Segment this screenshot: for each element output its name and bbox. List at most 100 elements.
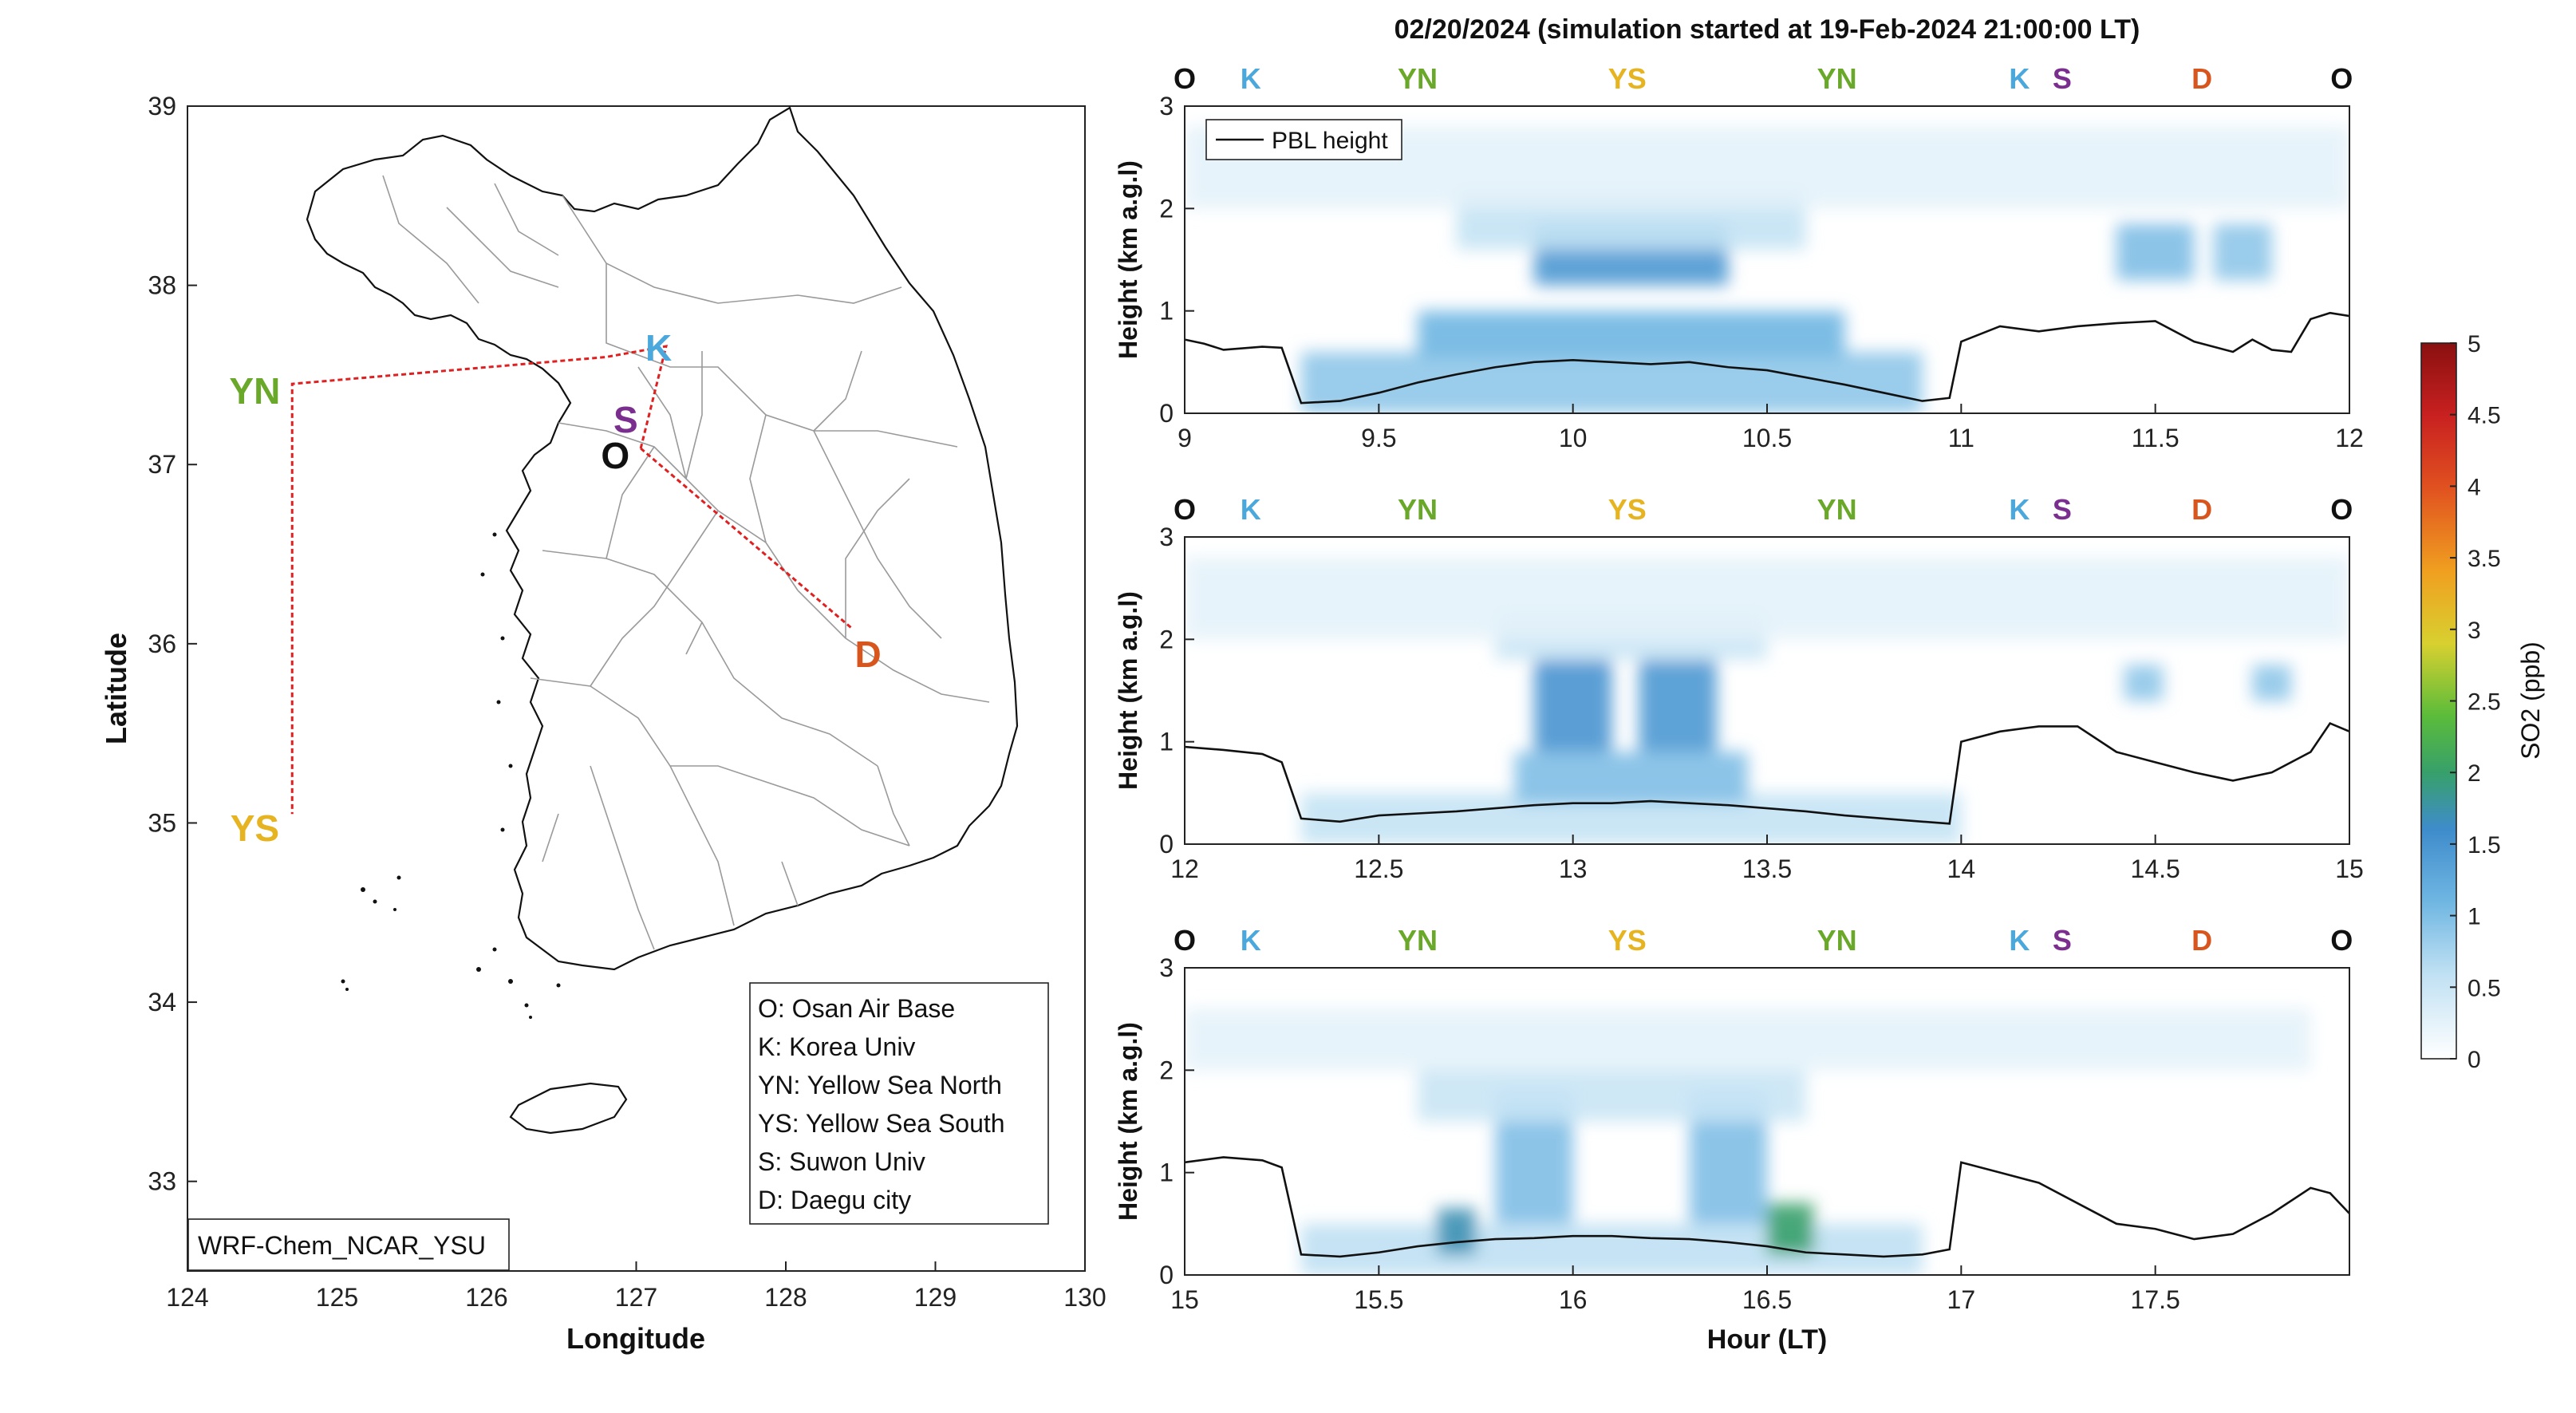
curtain-site-k: K bbox=[2009, 493, 2030, 526]
curtain-site-o: O bbox=[1174, 493, 1196, 526]
so2-region bbox=[2213, 223, 2272, 281]
so2-region bbox=[1185, 557, 2349, 640]
curtain-xtick-label: 10 bbox=[1559, 424, 1588, 452]
curtain-ytick-label: 0 bbox=[1159, 830, 1174, 858]
curtain-xtick-label: 11.5 bbox=[2132, 424, 2180, 452]
curtain-site-o: O bbox=[2330, 493, 2353, 526]
curtain-ytick-label: 0 bbox=[1159, 1261, 1174, 1289]
colorbar-tick-label: 3 bbox=[2468, 618, 2481, 644]
curtain-site-d: D bbox=[2191, 924, 2212, 957]
colorbar-tick-label: 2 bbox=[2468, 760, 2481, 787]
curtain-ytick-label: 0 bbox=[1159, 399, 1174, 428]
map-ticks: 124 125 126 127 128 129 130 33 34 35 36 37 38 39 bbox=[148, 92, 1106, 1312]
curtain-ytick-label: 1 bbox=[1159, 1158, 1174, 1187]
curtain-xtick-label: 12.5 bbox=[1354, 855, 1403, 883]
so2-region bbox=[1639, 660, 1717, 752]
figure-title: 02/20/2024 (simulation started at 19-Feb… bbox=[1395, 14, 2140, 45]
map-ytick-label: 33 bbox=[148, 1167, 176, 1196]
curtain-site-k: K bbox=[2009, 924, 2030, 957]
curtain-site-k: K bbox=[1241, 62, 1261, 95]
so2-region bbox=[1767, 1203, 1814, 1255]
curtain-xtick-label: 14.5 bbox=[2131, 855, 2180, 883]
sites-legend: O: Osan Air Base K: Korea Univ YN: Yello… bbox=[749, 982, 1049, 1225]
legend-entry-ys: YS: Yellow Sea South bbox=[758, 1109, 1005, 1138]
map-ytick-label: 38 bbox=[148, 271, 176, 300]
curtain-ytick-label: 2 bbox=[1159, 625, 1174, 653]
map-site-yn: YN bbox=[229, 370, 280, 412]
map-xtick-label: 124 bbox=[166, 1283, 208, 1312]
legend-entry-k: K: Korea Univ bbox=[758, 1032, 915, 1061]
curtain-site-o: O bbox=[2330, 62, 2353, 95]
map-xtick-label: 126 bbox=[465, 1283, 507, 1312]
so2-region bbox=[1437, 1208, 1476, 1255]
map-xtick-label: 129 bbox=[914, 1283, 957, 1312]
so2-region bbox=[2116, 223, 2195, 281]
curtain-site-d: D bbox=[2191, 62, 2212, 95]
curtain-xlabel: Hour (LT) bbox=[1707, 1324, 1827, 1355]
curtain-site-yn: YN bbox=[1398, 62, 1438, 95]
map-site-s: S bbox=[613, 399, 638, 440]
pbl-height-line bbox=[1185, 1156, 2349, 1258]
map-site-d: D bbox=[855, 633, 882, 675]
map-xtick-label: 130 bbox=[1063, 1283, 1106, 1312]
curtain-xtick-label: 16 bbox=[1559, 1285, 1588, 1314]
curtain-xtick-label: 16.5 bbox=[1742, 1285, 1792, 1314]
map-xtick-label: 127 bbox=[615, 1283, 657, 1312]
curtain-xtick-label: 17.5 bbox=[2131, 1285, 2180, 1314]
map-site-k: K bbox=[645, 327, 672, 369]
pbl-height-line bbox=[1185, 311, 2349, 405]
curtain-panel-3: 15 15.5 16 16.5 17 17.5 0 1 2 3 Height (km a.g.l) O… bbox=[1114, 924, 2353, 1314]
curtain-site-ys: YS bbox=[1608, 924, 1647, 957]
curtain-xtick-label: 15 bbox=[1170, 1285, 1199, 1314]
curtain-site-s: S bbox=[2053, 493, 2072, 526]
province-boundaries bbox=[382, 175, 990, 950]
map-site-o: O bbox=[601, 435, 629, 476]
legend-entry-o: O: Osan Air Base bbox=[758, 994, 955, 1023]
colorbar-tick-label: 4.5 bbox=[2468, 403, 2501, 429]
pbl-height-line bbox=[1185, 721, 2349, 825]
legend-entry-s: S: Suwon Univ bbox=[758, 1147, 925, 1176]
curtain-site-yn: YN bbox=[1817, 924, 1857, 957]
curtain-xtick-label: 17 bbox=[1947, 1285, 1976, 1314]
curtain-site-o: O bbox=[2330, 924, 2353, 957]
jeju-island bbox=[509, 1082, 628, 1135]
so2-region bbox=[1418, 1070, 1806, 1122]
curtain-site-o: O bbox=[1174, 62, 1196, 95]
model-label: WRF-Chem_NCAR_YSU bbox=[198, 1231, 486, 1260]
curtain-site-ys: YS bbox=[1608, 62, 1647, 95]
map-ytick-label: 39 bbox=[148, 92, 176, 120]
curtain-ytick-label: 3 bbox=[1159, 953, 1174, 982]
curtain-xtick-label: 15.5 bbox=[1354, 1285, 1403, 1314]
so2-region bbox=[2252, 665, 2291, 701]
curtain-ylabel: Height (km a.g.l) bbox=[1114, 1022, 1142, 1221]
so2-region bbox=[1514, 752, 1748, 803]
islands bbox=[341, 532, 561, 1019]
curtain-site-s: S bbox=[2053, 62, 2072, 95]
pbl-legend: PBL height bbox=[1205, 119, 1402, 160]
curtain-site-s: S bbox=[2053, 924, 2072, 957]
curtain-xtick-label: 9.5 bbox=[1361, 424, 1396, 452]
curtain-site-d: D bbox=[2191, 493, 2212, 526]
so2-region bbox=[1185, 1008, 2311, 1071]
colorbar-tick-label: 4 bbox=[2468, 474, 2481, 500]
curtain-xtick-label: 12 bbox=[1170, 855, 1199, 883]
legend-entry-yn: YN: Yellow Sea North bbox=[758, 1071, 1002, 1099]
map-panel: 124 125 126 127 128 129 130 33 34 35 36 37 38 39 bbox=[100, 92, 1107, 1355]
curtain-ytick-label: 2 bbox=[1159, 1056, 1174, 1084]
map-ytick-label: 35 bbox=[148, 808, 176, 837]
map-site-ys: YS bbox=[231, 807, 279, 849]
curtain-site-k: K bbox=[1241, 924, 1261, 957]
curtain-xtick-label: 12 bbox=[2335, 424, 2364, 452]
curtain-xtick-label: 15 bbox=[2335, 855, 2364, 883]
pbl-legend-label: PBL height bbox=[1272, 128, 1388, 154]
curtain-xtick-label: 11 bbox=[1948, 424, 1974, 452]
colorbar-tick-label: 1 bbox=[2468, 904, 2481, 930]
curtain-site-o: O bbox=[1174, 924, 1196, 957]
curtain-site-k: K bbox=[2009, 62, 2030, 95]
map-ylabel: Latitude bbox=[100, 633, 132, 744]
flight-track-west bbox=[290, 345, 669, 815]
so2-region bbox=[2124, 665, 2164, 701]
curtain-site-yn: YN bbox=[1817, 493, 1857, 526]
